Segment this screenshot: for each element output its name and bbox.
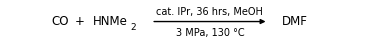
Text: 3 MPa, 130 °C: 3 MPa, 130 °C (175, 28, 244, 38)
Text: +: + (75, 15, 85, 28)
Text: cat. IPr, 36 hrs, MeOH: cat. IPr, 36 hrs, MeOH (156, 7, 263, 17)
Text: DMF: DMF (282, 15, 307, 28)
Text: 2: 2 (131, 23, 136, 32)
Text: CO: CO (52, 15, 69, 28)
Text: HNMe: HNMe (93, 15, 127, 28)
